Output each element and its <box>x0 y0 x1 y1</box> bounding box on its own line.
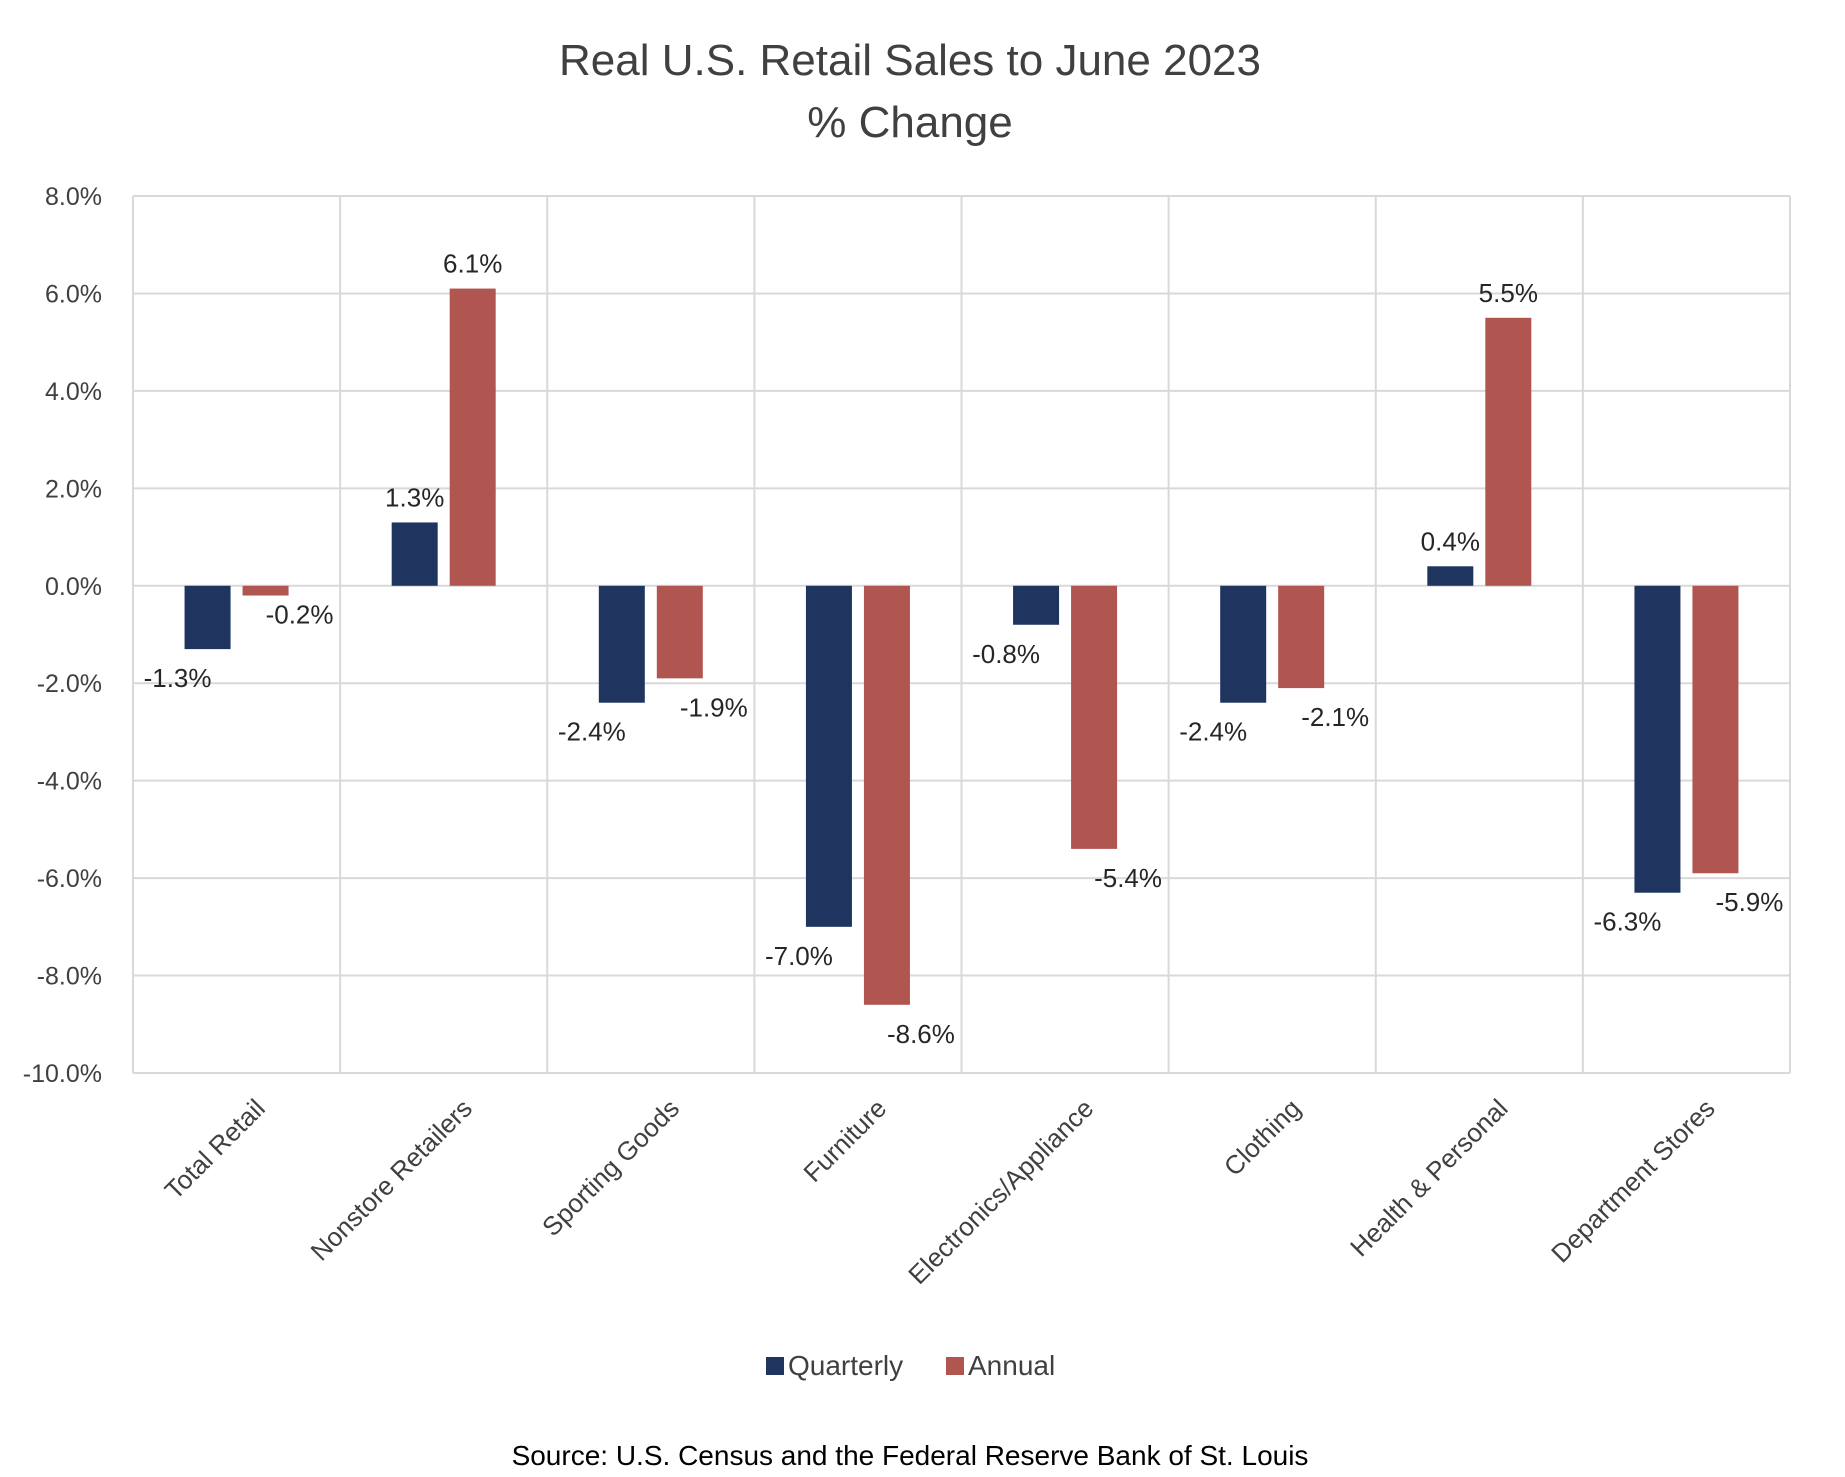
bar-annual <box>1692 585 1739 874</box>
bar-annual <box>242 585 289 596</box>
legend-label-quarterly: Quarterly <box>788 1350 903 1381</box>
bar-annual <box>1278 585 1325 689</box>
category-label: Electronics/Appliance <box>902 1093 1099 1290</box>
y-tick-label: -10.0% <box>23 1060 102 1088</box>
bar-annual <box>1485 317 1532 586</box>
data-label-quarterly: -2.4% <box>1179 717 1247 747</box>
data-label-quarterly: -2.4% <box>558 717 626 747</box>
bar-annual <box>1071 585 1118 849</box>
data-label-quarterly: -7.0% <box>765 941 833 971</box>
bar-quarterly <box>1220 585 1267 703</box>
y-tick-label: 2.0% <box>45 475 102 503</box>
bar-quarterly <box>805 585 852 927</box>
data-label-annual: -0.2% <box>266 600 334 630</box>
y-tick-label: -2.0% <box>37 670 102 698</box>
bar-annual <box>449 288 496 586</box>
data-label-quarterly: 1.3% <box>385 482 444 512</box>
gridlines <box>132 195 1791 1074</box>
legend-swatch-quarterly <box>766 1357 784 1375</box>
category-label: Furniture <box>797 1093 892 1188</box>
y-tick-label: -4.0% <box>37 768 102 796</box>
data-labels: -1.3% -0.2% 1.3% 6.1% -2.4% -1.9% -7.0% -8.6% -0… <box>144 249 1784 1049</box>
data-label-annual: -5.9% <box>1715 887 1783 917</box>
category-label: Clothing <box>1218 1093 1307 1182</box>
data-label-annual: 6.1% <box>443 249 502 279</box>
category-label: Nonstore Retailers <box>304 1093 477 1266</box>
y-tick-label: 0.0% <box>45 573 102 601</box>
bar-annual <box>863 585 910 1005</box>
data-label-quarterly: -6.3% <box>1593 907 1661 937</box>
chart-subtitle: % Change <box>807 98 1012 147</box>
data-label-annual: 5.5% <box>1479 278 1538 308</box>
bar-quarterly <box>1013 585 1060 625</box>
bar-quarterly <box>598 585 645 703</box>
data-label-quarterly: 0.4% <box>1421 526 1480 556</box>
bars <box>184 288 1739 1005</box>
x-axis-categories: Total Retail Nonstore Retailers Sporting G… <box>159 1093 1721 1290</box>
data-label-quarterly: -0.8% <box>972 639 1040 669</box>
y-tick-label: -6.0% <box>37 865 102 893</box>
y-tick-label: 4.0% <box>45 378 102 406</box>
category-label: Department Stores <box>1545 1093 1721 1269</box>
bar-quarterly <box>391 522 438 586</box>
category-label: Total Retail <box>159 1093 271 1205</box>
category-label: Sporting Goods <box>536 1093 685 1242</box>
category-label: Health & Personal <box>1344 1093 1513 1262</box>
bar-quarterly <box>1634 585 1681 893</box>
bar-annual <box>656 585 703 679</box>
legend-label-annual: Annual <box>968 1350 1055 1381</box>
data-label-annual: -2.1% <box>1301 702 1369 732</box>
y-axis-ticks: 8.0% 6.0% 4.0% 2.0% 0.0% -2.0% -4.0% -6.0% -8.0%… <box>23 183 102 1088</box>
bar-quarterly <box>1427 566 1474 586</box>
data-label-quarterly: -1.3% <box>144 663 212 693</box>
legend: Quarterly Annual <box>766 1350 1055 1381</box>
y-tick-label: 6.0% <box>45 280 102 308</box>
data-label-annual: -5.4% <box>1094 863 1162 893</box>
bar-quarterly <box>184 585 231 650</box>
y-tick-label: -8.0% <box>37 963 102 991</box>
legend-swatch-annual <box>946 1357 964 1375</box>
data-label-annual: -1.9% <box>680 692 748 722</box>
data-label-annual: -8.6% <box>887 1019 955 1049</box>
source-note: Source: U.S. Census and the Federal Rese… <box>512 1440 1309 1471</box>
chart-title: Real U.S. Retail Sales to June 2023 <box>559 36 1261 85</box>
y-tick-label: 8.0% <box>45 183 102 211</box>
